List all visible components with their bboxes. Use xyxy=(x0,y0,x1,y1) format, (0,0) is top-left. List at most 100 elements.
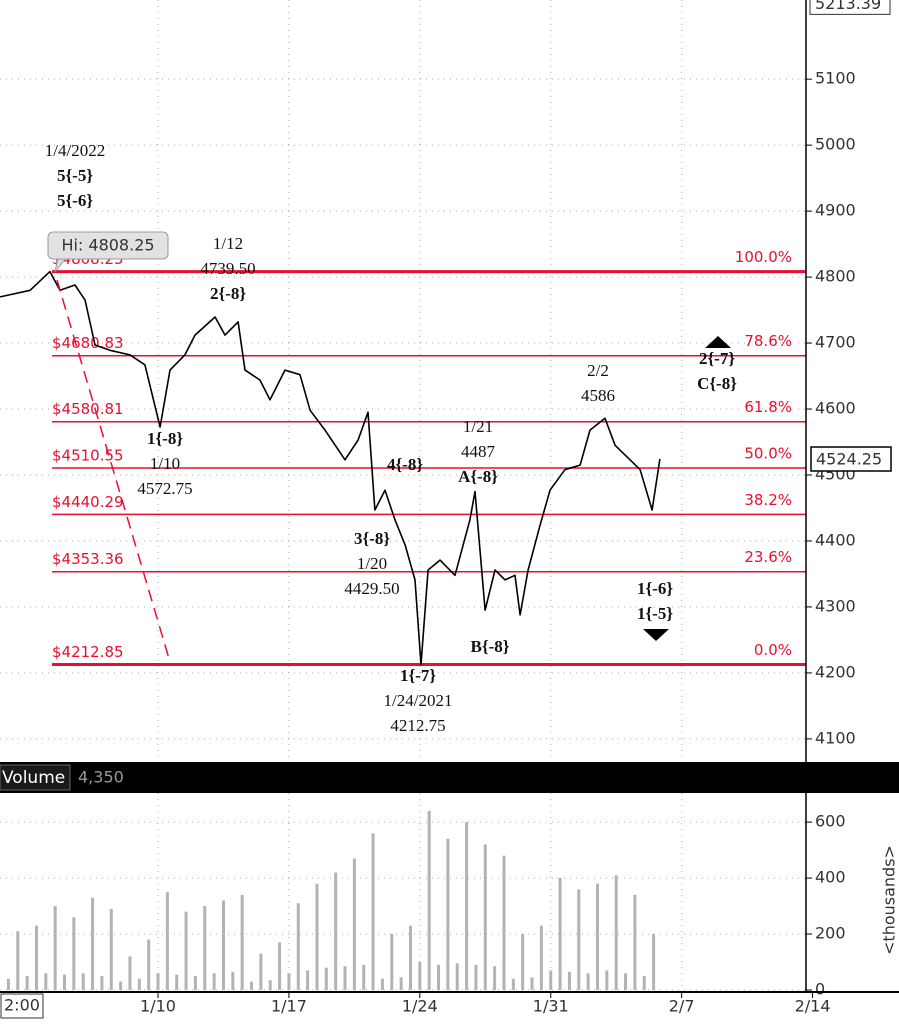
volume-bar xyxy=(530,977,534,990)
volume-bar xyxy=(128,956,132,990)
volume-bar xyxy=(624,973,628,990)
start-label: 2:00 xyxy=(4,996,40,1015)
volume-bar xyxy=(119,981,123,990)
volume-bar xyxy=(493,966,497,990)
fib-percent: 50.0% xyxy=(744,445,792,463)
volume-bar xyxy=(614,875,618,990)
y-tick-label: 5100 xyxy=(815,69,856,88)
y-tick-label: 200 xyxy=(815,924,846,943)
volume-pane: 1/10 1/17 1/24 1/31 2/7 2/140 200 400 600 <thousa… xyxy=(0,793,899,1019)
volume-bar xyxy=(521,934,525,990)
annotation: 2/2 xyxy=(587,361,609,380)
high-label: Hi: 4808.25 xyxy=(61,236,154,255)
annotation: 4586 xyxy=(581,386,615,405)
annotation: 4{-8} xyxy=(387,455,423,474)
volume-bar xyxy=(586,973,590,990)
price-line xyxy=(0,270,661,666)
volume-bar xyxy=(250,981,254,990)
annotation: 1/24/2021 xyxy=(384,691,453,710)
volume-bar xyxy=(6,978,10,990)
volume-bar xyxy=(44,973,48,990)
volume-bar xyxy=(231,971,235,990)
volume-bar xyxy=(371,833,375,990)
volume-bar xyxy=(399,977,403,990)
y-tick-label: 4100 xyxy=(815,728,856,747)
annotation: 4212.75 xyxy=(390,716,445,735)
fib-price: $4353.36 xyxy=(52,550,124,568)
volume-bar xyxy=(380,978,384,990)
fib-percent: 0.0% xyxy=(754,641,792,659)
up-arrow xyxy=(705,336,731,348)
annotation: 4572.75 xyxy=(137,479,192,498)
y-tick-label: 400 xyxy=(815,868,846,887)
fib-percent: 78.6% xyxy=(744,332,792,350)
bubble-box xyxy=(47,231,169,260)
volume-bar xyxy=(34,925,38,990)
volume-bar xyxy=(352,858,356,990)
volume-bar xyxy=(642,976,646,990)
annotation: 1/12 xyxy=(213,234,243,253)
volume-bar xyxy=(652,934,656,990)
volume-bar xyxy=(137,978,141,990)
y-tick-label: 4800 xyxy=(815,267,856,286)
volume-bar xyxy=(259,953,263,990)
volume-bar xyxy=(100,976,104,990)
volume-bar xyxy=(165,892,169,990)
fib-percent: 23.6% xyxy=(744,548,792,566)
volume-bar xyxy=(474,964,478,990)
volume-bar xyxy=(25,976,29,990)
volume-bar xyxy=(278,942,282,990)
volume-last: 4,350 xyxy=(78,768,124,787)
annotation: 4429.50 xyxy=(344,579,399,598)
start-label-box xyxy=(0,993,44,1019)
annotation: 4487 xyxy=(461,442,496,461)
volume-bar xyxy=(334,872,338,990)
volume-bar xyxy=(156,973,160,990)
annotation: 1/21 xyxy=(463,417,493,436)
volume-bar xyxy=(240,894,244,990)
volume-bar xyxy=(203,906,207,990)
fib-price: $4212.85 xyxy=(52,643,124,661)
volume-bar xyxy=(549,970,553,990)
volume-bar xyxy=(455,963,459,990)
volume-bar xyxy=(437,964,441,990)
y-tick-label: 600 xyxy=(815,812,846,831)
volume-bar xyxy=(577,889,581,990)
y-tick-label: 4300 xyxy=(815,596,856,615)
volume-bar xyxy=(109,908,113,990)
volume-bar xyxy=(212,973,216,990)
volume-bar xyxy=(324,967,328,990)
fib-price: $4440.29 xyxy=(52,493,124,511)
y-axis-label: <thousands> xyxy=(880,845,899,955)
volume-bar xyxy=(343,966,347,990)
y-tick-label: 0 xyxy=(815,980,825,999)
annotation: 4739.50 xyxy=(200,259,255,278)
volume-bar xyxy=(287,973,291,990)
volume-bar xyxy=(63,974,67,990)
volume-header xyxy=(0,762,899,793)
y-tick-label: 4400 xyxy=(815,530,856,549)
volume-bar xyxy=(605,970,609,990)
volume-title-box xyxy=(0,764,71,791)
y-tick-label: 5000 xyxy=(815,135,856,154)
trend-line xyxy=(56,279,171,663)
annotation: 5{-5} xyxy=(57,166,93,185)
annotation: 3{-8} xyxy=(354,529,390,548)
annotation: 1{-6} xyxy=(637,579,673,598)
annotation: 2{-7} xyxy=(699,349,735,368)
y-tick-label: 4700 xyxy=(815,333,856,352)
x-tick-label: 2/7 xyxy=(669,997,695,1016)
volume-bar xyxy=(306,970,310,990)
annotation: C{-8} xyxy=(697,374,737,393)
annotation: 2{-8} xyxy=(210,284,246,303)
volume-bar xyxy=(633,894,637,990)
x-tick-label: 1/17 xyxy=(271,997,307,1016)
fib-percent: 38.2% xyxy=(744,491,792,509)
x-tick-label: 1/24 xyxy=(402,997,438,1016)
annotation: A{-8} xyxy=(458,467,498,486)
volume-bar xyxy=(184,911,188,990)
volume-bar xyxy=(427,810,431,990)
annotation: 1{-5} xyxy=(637,604,673,623)
annotation: 1{-8} xyxy=(147,429,183,448)
volume-bar xyxy=(81,973,85,990)
